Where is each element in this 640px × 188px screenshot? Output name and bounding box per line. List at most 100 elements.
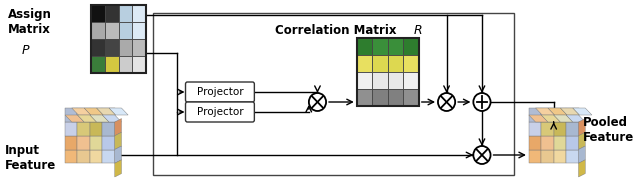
Bar: [91, 39, 105, 56]
Bar: [102, 122, 115, 136]
Bar: [372, 38, 388, 55]
Bar: [105, 39, 118, 56]
Bar: [541, 122, 554, 136]
Bar: [153, 13, 515, 175]
Bar: [105, 5, 118, 22]
Polygon shape: [97, 108, 116, 115]
Circle shape: [438, 93, 455, 111]
Bar: [65, 149, 77, 163]
Bar: [372, 72, 388, 89]
Polygon shape: [579, 132, 585, 149]
Polygon shape: [84, 108, 103, 115]
FancyBboxPatch shape: [186, 82, 254, 102]
Bar: [102, 136, 115, 149]
Bar: [90, 122, 102, 136]
Bar: [132, 56, 147, 73]
Bar: [77, 108, 90, 122]
Text: $P$: $P$: [21, 43, 31, 57]
Bar: [102, 108, 115, 122]
Bar: [388, 72, 403, 89]
Bar: [91, 5, 105, 22]
Bar: [388, 38, 403, 55]
Bar: [372, 89, 388, 106]
Bar: [403, 55, 419, 72]
Bar: [118, 56, 132, 73]
Circle shape: [474, 146, 490, 164]
Polygon shape: [90, 115, 109, 122]
Text: Assign
Matrix: Assign Matrix: [8, 8, 52, 36]
Bar: [65, 122, 77, 136]
Bar: [566, 108, 579, 122]
Bar: [77, 149, 90, 163]
Text: Projector: Projector: [196, 107, 243, 117]
Bar: [529, 108, 541, 122]
Bar: [541, 149, 554, 163]
Bar: [566, 149, 579, 163]
Polygon shape: [102, 115, 122, 122]
Bar: [65, 108, 77, 122]
Bar: [105, 56, 118, 73]
Polygon shape: [115, 146, 122, 163]
Bar: [566, 122, 579, 136]
FancyBboxPatch shape: [186, 102, 254, 122]
Polygon shape: [579, 119, 585, 136]
Bar: [403, 72, 419, 89]
Polygon shape: [579, 160, 585, 177]
Polygon shape: [554, 115, 573, 122]
Text: $R$: $R$: [413, 24, 422, 36]
Bar: [77, 122, 90, 136]
Bar: [356, 38, 419, 106]
Bar: [554, 122, 566, 136]
Polygon shape: [115, 119, 122, 136]
Bar: [541, 108, 554, 122]
Polygon shape: [77, 115, 97, 122]
Bar: [118, 5, 132, 22]
Polygon shape: [109, 108, 128, 115]
Bar: [529, 122, 541, 136]
Bar: [388, 55, 403, 72]
Bar: [91, 56, 105, 73]
Bar: [132, 22, 147, 39]
Polygon shape: [115, 132, 122, 149]
Bar: [102, 149, 115, 163]
Bar: [356, 89, 372, 106]
Polygon shape: [548, 108, 567, 115]
Polygon shape: [579, 146, 585, 163]
Polygon shape: [529, 115, 548, 122]
Bar: [529, 136, 541, 149]
Bar: [541, 136, 554, 149]
Bar: [65, 136, 77, 149]
Text: Pooled
Feature: Pooled Feature: [583, 116, 635, 144]
Text: Projector: Projector: [196, 87, 243, 97]
Bar: [388, 89, 403, 106]
Polygon shape: [115, 160, 122, 177]
Bar: [554, 136, 566, 149]
Bar: [132, 5, 147, 22]
Polygon shape: [566, 115, 585, 122]
Polygon shape: [65, 115, 84, 122]
Bar: [118, 22, 132, 39]
Bar: [105, 22, 118, 39]
Bar: [356, 38, 372, 55]
Bar: [90, 149, 102, 163]
Bar: [91, 5, 147, 73]
Polygon shape: [573, 108, 592, 115]
Text: Input
Feature: Input Feature: [4, 144, 56, 172]
Bar: [403, 38, 419, 55]
Bar: [90, 108, 102, 122]
Bar: [554, 108, 566, 122]
Text: Correlation Matrix: Correlation Matrix: [275, 24, 401, 36]
Bar: [118, 39, 132, 56]
Bar: [554, 149, 566, 163]
Circle shape: [474, 93, 490, 111]
Bar: [356, 55, 372, 72]
Polygon shape: [561, 108, 579, 115]
Bar: [356, 72, 372, 89]
Bar: [566, 136, 579, 149]
Bar: [90, 136, 102, 149]
Bar: [132, 39, 147, 56]
Polygon shape: [541, 115, 561, 122]
Polygon shape: [72, 108, 91, 115]
Circle shape: [309, 93, 326, 111]
Bar: [372, 55, 388, 72]
